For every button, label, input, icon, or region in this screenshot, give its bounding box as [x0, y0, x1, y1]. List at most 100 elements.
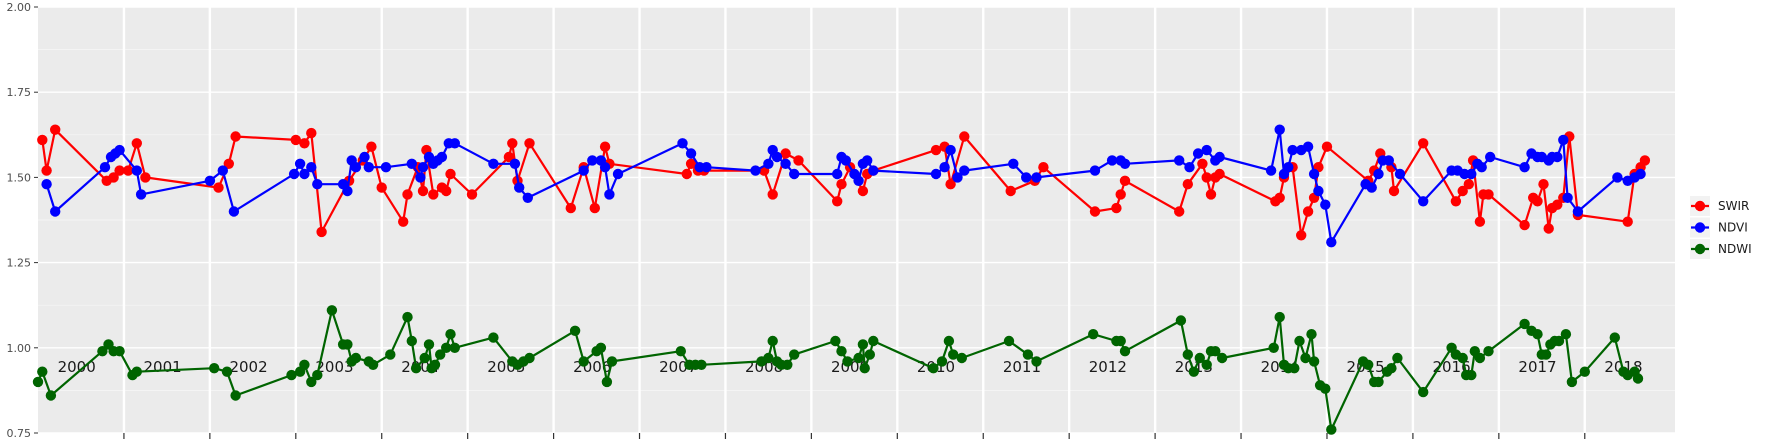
legend-label-ndvi: NDVI — [1718, 221, 1748, 235]
ndwi-point — [569, 325, 581, 336]
swir-point — [37, 134, 48, 146]
swir-point — [1552, 199, 1563, 210]
ndwi-point — [114, 346, 125, 357]
ndwi-point — [868, 335, 879, 347]
ndvi-point — [1283, 162, 1294, 173]
ndwi-point — [1457, 352, 1468, 364]
ndvi-point — [1320, 199, 1331, 210]
ndwi-point — [326, 305, 338, 316]
year-label: 2003 — [315, 358, 353, 376]
ndwi-point — [97, 346, 108, 357]
swir-point — [1115, 189, 1126, 200]
ndwi-point — [1373, 376, 1384, 388]
swir-point — [1296, 230, 1307, 241]
swir-point — [417, 185, 429, 197]
year-label: 2000 — [58, 358, 96, 376]
ndwi-point — [767, 335, 778, 347]
ndvi-point — [853, 175, 864, 186]
swir-point — [50, 124, 61, 135]
ndvi-point — [514, 182, 525, 193]
ndwi-point — [367, 359, 379, 370]
y-tick-label: 0.75 — [7, 427, 32, 440]
ndvi-point — [342, 185, 353, 197]
legend: SWIR NDVI NDWI — [1690, 196, 1752, 259]
ndvi-point — [1089, 165, 1101, 176]
ndvi-point — [1562, 192, 1573, 203]
ndvi-point — [217, 165, 228, 176]
swir-point — [1532, 196, 1543, 207]
swir-point — [793, 155, 804, 166]
ndvi-point — [789, 168, 800, 180]
ndvi-point — [312, 179, 323, 190]
ndwi-point — [606, 356, 618, 367]
ndvi-point — [685, 148, 697, 159]
ndwi-point — [1003, 335, 1015, 347]
ndwi-point — [1216, 352, 1228, 364]
ndwi-point — [1308, 356, 1320, 367]
ndwi-point — [441, 342, 452, 353]
y-tick-label: 1.00 — [7, 342, 32, 355]
ndwi-point — [406, 335, 417, 347]
ndvi-series — [41, 124, 1646, 248]
ndvi-point — [763, 158, 774, 169]
swir-point — [945, 179, 956, 190]
ndvi-point — [417, 162, 429, 173]
ndvi-point — [1308, 168, 1320, 180]
swir-point — [1201, 172, 1212, 183]
ndwi-point — [449, 342, 460, 353]
swir-point — [41, 165, 52, 176]
ndvi-point — [1476, 162, 1487, 173]
ndwi-point — [836, 346, 847, 357]
legend-marker-swir — [1694, 200, 1706, 212]
swir-point — [1182, 179, 1194, 190]
ndwi-point — [853, 352, 864, 364]
ndwi-point — [1392, 352, 1403, 364]
ndvi-point — [41, 179, 52, 190]
ndwi-point — [1553, 335, 1565, 347]
ndvi-point — [578, 165, 589, 176]
swir-point — [599, 141, 611, 152]
ndvi-point — [359, 151, 370, 163]
swir-point — [524, 138, 535, 149]
ndwi-point — [1289, 363, 1300, 374]
swir-point — [1274, 192, 1285, 203]
swir-point — [589, 202, 600, 214]
ndvi-point — [1485, 151, 1496, 163]
swir-point — [108, 172, 119, 183]
swir-point — [230, 131, 241, 142]
ndvi-point — [1020, 172, 1032, 183]
grid-lines — [38, 6, 1675, 434]
ndwi-point — [1320, 383, 1331, 394]
ndvi-point — [1383, 155, 1395, 166]
ndvi-point — [780, 158, 791, 169]
year-label: 2017 — [1518, 358, 1556, 376]
ndvi-point — [449, 138, 460, 149]
ndwi-point — [1188, 366, 1200, 377]
ndvi-point — [204, 175, 216, 186]
swir-point — [466, 189, 478, 200]
ndwi-point — [675, 346, 686, 357]
ndvi-point — [862, 155, 873, 166]
swir-point — [959, 131, 970, 142]
ndvi-point — [612, 168, 624, 180]
ndvi-point — [1373, 168, 1384, 180]
swir-point — [681, 168, 692, 180]
ndvi-point — [1265, 165, 1277, 176]
ndwi-point — [286, 369, 297, 381]
swir-point — [316, 226, 327, 238]
swir-point — [1302, 206, 1314, 217]
ndwi-point — [342, 339, 353, 350]
ndvi-point — [363, 162, 374, 173]
ndvi-point — [306, 162, 317, 173]
ndvi-point — [299, 168, 310, 180]
ndwi-point — [696, 359, 707, 370]
ndvi-point — [228, 206, 240, 217]
ndwi-point — [1326, 424, 1337, 435]
swir-point — [441, 185, 452, 197]
ndvi-point — [701, 162, 712, 173]
ndwi-point — [859, 363, 870, 374]
ndwi-point — [943, 335, 955, 347]
ndwi-point — [601, 376, 613, 388]
swir-point — [836, 179, 847, 190]
ndwi-point — [312, 369, 323, 381]
